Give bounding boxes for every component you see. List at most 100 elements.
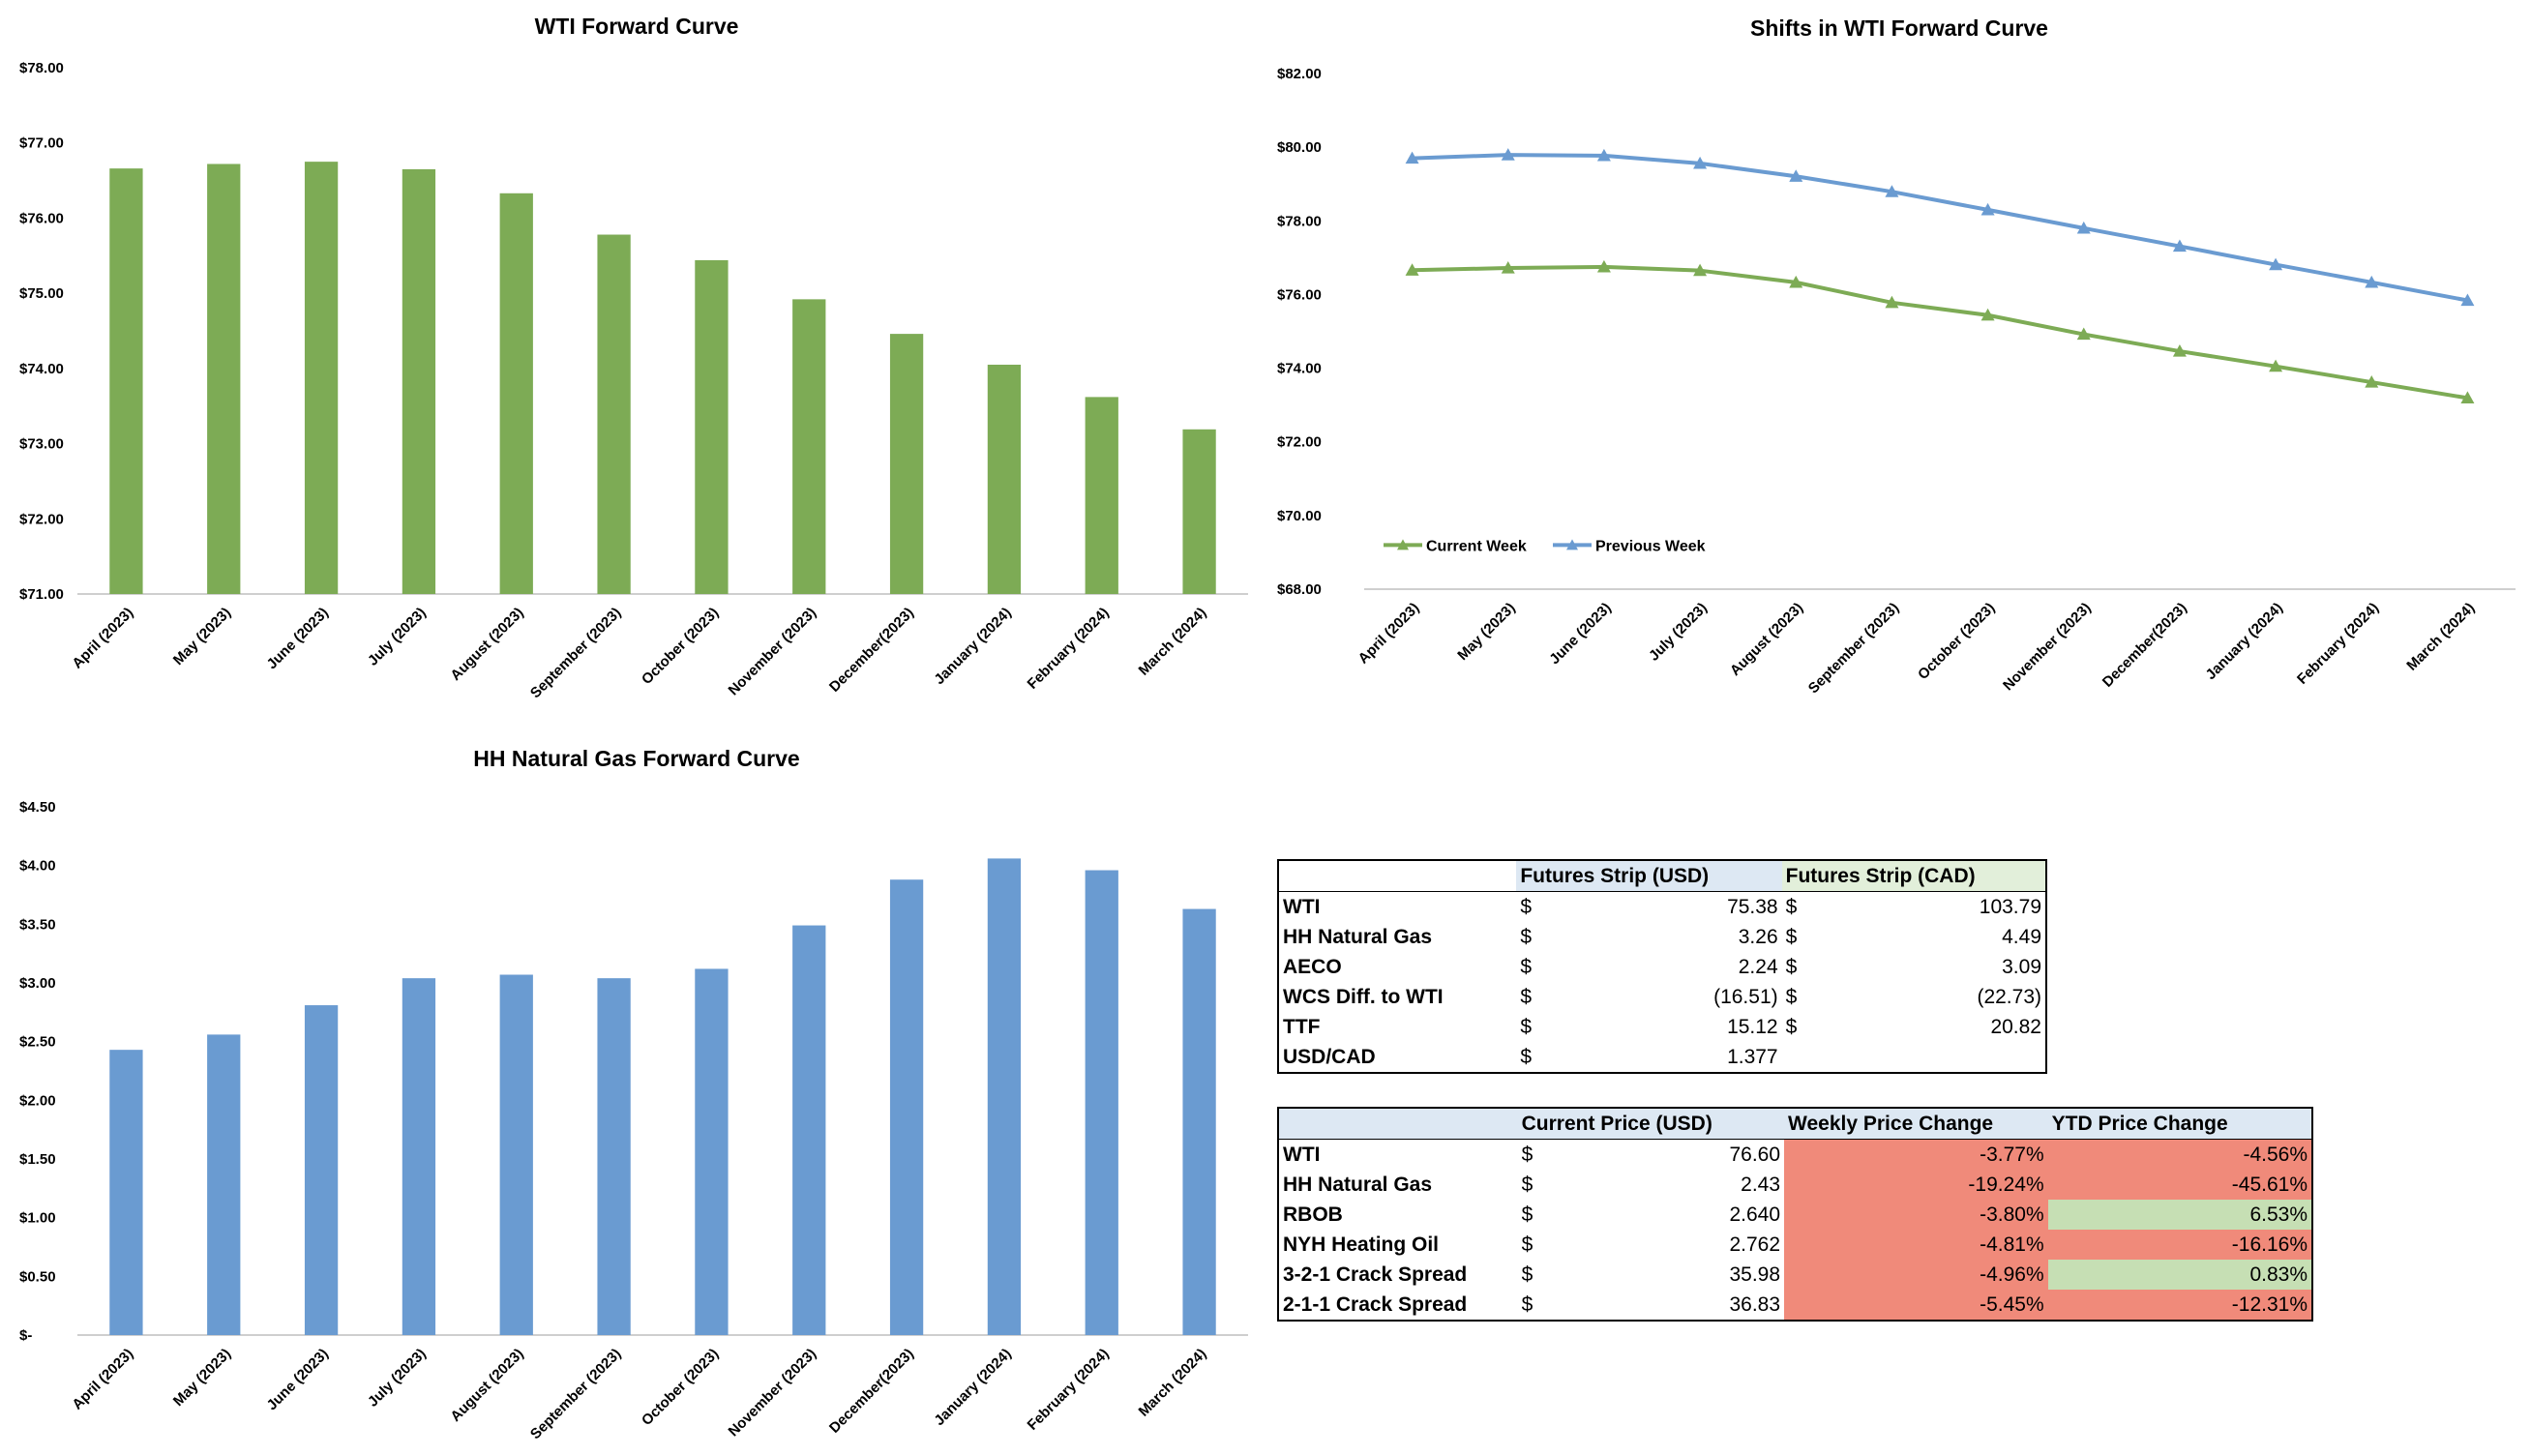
strip-cad-value: 20.82	[1990, 1015, 2041, 1038]
x-tick-label: August (2023)	[1727, 600, 1806, 679]
strip-row: USD/CAD $1.377	[1278, 1042, 2046, 1073]
legend-label: Current Week	[1426, 538, 1527, 554]
strip-usd-currency: $	[1520, 1015, 1532, 1038]
ytd-change: 6.53%	[2047, 1200, 2312, 1230]
x-tick-label: October (2023)	[1915, 600, 1998, 683]
x-tick-label: September (2023)	[1805, 600, 1902, 697]
price-value: 2.43	[1741, 1173, 1781, 1196]
bar	[695, 259, 729, 594]
price-row-label: WTI	[1283, 1143, 1321, 1166]
strip-header-cad: Futures Strip (CAD)	[1781, 860, 2046, 892]
y-tick-label: $74.00	[1277, 361, 1322, 377]
price-currency: $	[1521, 1143, 1533, 1166]
x-tick-label: July (2023)	[365, 1346, 430, 1411]
series-marker	[1885, 185, 1899, 197]
strip-cad-currency: $	[1785, 925, 1798, 948]
bar	[402, 978, 436, 1335]
y-tick-label: $1.00	[19, 1210, 56, 1227]
series-marker	[1789, 169, 1803, 182]
strip-row-label: AECO	[1283, 955, 1342, 978]
x-tick-label: March (2024)	[1136, 605, 1210, 679]
x-tick-label: May (2023)	[170, 605, 234, 669]
price-row: RBOB $2.640 -3.80% 6.53%	[1278, 1200, 2312, 1230]
strip-cad-value: 4.49	[2002, 925, 2041, 948]
x-tick-label: January (2024)	[931, 605, 1014, 688]
bar	[1182, 908, 1216, 1335]
series-marker	[2076, 221, 2091, 234]
strip-usd-currency: $	[1520, 985, 1532, 1008]
strip-cad-currency: $	[1785, 985, 1798, 1008]
strip-row: WCS Diff. to WTI $ (16.51) $ (22.73)	[1278, 982, 2046, 1012]
wti-shift-chart: Shifts in WTI Forward Curve $68.00 $70.00 $…	[1277, 15, 2516, 697]
x-tick-label: July (2023)	[365, 605, 430, 669]
x-tick-label: December(2023)	[826, 605, 917, 696]
price-currency: $	[1521, 1263, 1533, 1286]
futures-strip-table: Futures Strip (USD) Futures Strip (CAD) …	[1277, 859, 2047, 1074]
price-row-label: 2-1-1 Crack Spread	[1283, 1293, 1468, 1316]
strip-cad-value	[1811, 1042, 2046, 1073]
strip-cad-value: 103.79	[1979, 895, 2041, 918]
x-tick-label: November (2023)	[2000, 600, 2095, 695]
strip-usd-value: 15.12	[1727, 1015, 1778, 1038]
series-marker	[1980, 202, 1995, 216]
series-marker	[2269, 257, 2283, 271]
price-value: 35.98	[1729, 1263, 1781, 1286]
price-header-row: Current Price (USD) Weekly Price Change …	[1278, 1108, 2312, 1140]
bar	[889, 879, 924, 1335]
price-value: 76.60	[1729, 1143, 1781, 1166]
ytd-change: -45.61%	[2047, 1170, 2312, 1200]
strip-row: WTI $75.38 $103.79	[1278, 892, 2046, 923]
bar	[499, 974, 533, 1335]
x-tick-label: September (2023)	[527, 1346, 624, 1442]
series-marker	[1501, 148, 1515, 161]
strip-row: TTF $15.12 $20.82	[1278, 1012, 2046, 1042]
strip-usd-currency: $	[1520, 1045, 1532, 1068]
bar	[695, 968, 729, 1335]
bar	[987, 364, 1022, 594]
x-tick-label: February (2024)	[1025, 1346, 1113, 1434]
strip-header-usd: Futures Strip (USD)	[1516, 860, 1782, 892]
price-row-label: RBOB	[1283, 1203, 1343, 1226]
bar	[987, 858, 1022, 1335]
y-tick-label: $72.00	[1277, 434, 1322, 451]
chart-title: Shifts in WTI Forward Curve	[1750, 15, 2048, 41]
strip-header-blank	[1278, 860, 1516, 892]
strip-usd-value: 75.38	[1727, 895, 1778, 918]
y-tick-label: $4.50	[19, 799, 56, 816]
series-marker	[2172, 344, 2187, 357]
x-tick-label: November (2023)	[726, 1346, 820, 1441]
price-row-label: HH Natural Gas	[1283, 1173, 1433, 1196]
series-marker	[2365, 375, 2379, 388]
x-tick-label: December(2023)	[826, 1346, 917, 1437]
ytd-change: -16.16%	[2047, 1230, 2312, 1260]
x-tick-label: June (2023)	[1546, 600, 1614, 668]
x-tick-label: August (2023)	[447, 1346, 526, 1425]
strip-row: HH Natural Gas $3.26 $4.49	[1278, 922, 2046, 952]
hh-natural-gas-chart: HH Natural Gas Forward Curve $- $0.50 $1.00…	[19, 746, 1248, 1442]
bar	[499, 193, 533, 595]
y-tick-label: $78.00	[19, 60, 64, 76]
price-currency: $	[1521, 1173, 1533, 1196]
bar	[304, 162, 339, 594]
strip-cad-value: 3.09	[2002, 955, 2041, 978]
series-marker	[2365, 275, 2379, 288]
y-tick-label: $68.00	[1277, 581, 1322, 598]
bar	[597, 234, 631, 595]
x-tick-label: May (2023)	[170, 1346, 234, 1410]
strip-header-row: Futures Strip (USD) Futures Strip (CAD)	[1278, 860, 2046, 892]
bar	[597, 978, 631, 1335]
strip-usd-value: (16.51)	[1713, 985, 1778, 1008]
strip-cad-currency: $	[1785, 955, 1798, 978]
x-tick-label: March (2024)	[2403, 600, 2478, 674]
price-currency: $	[1521, 1293, 1533, 1316]
series-marker	[1405, 151, 1419, 164]
y-tick-label: $71.00	[19, 586, 64, 603]
strip-row: AECO $2.24 $3.09	[1278, 952, 2046, 982]
bar	[402, 168, 436, 594]
y-tick-label: $80.00	[1277, 139, 1322, 156]
weekly-change: -4.81%	[1784, 1230, 2048, 1260]
price-change-table: Current Price (USD) Weekly Price Change …	[1277, 1107, 2313, 1322]
bar	[792, 299, 826, 594]
strip-cad-currency: $	[1785, 895, 1798, 918]
y-tick-label: $-	[19, 1327, 32, 1344]
